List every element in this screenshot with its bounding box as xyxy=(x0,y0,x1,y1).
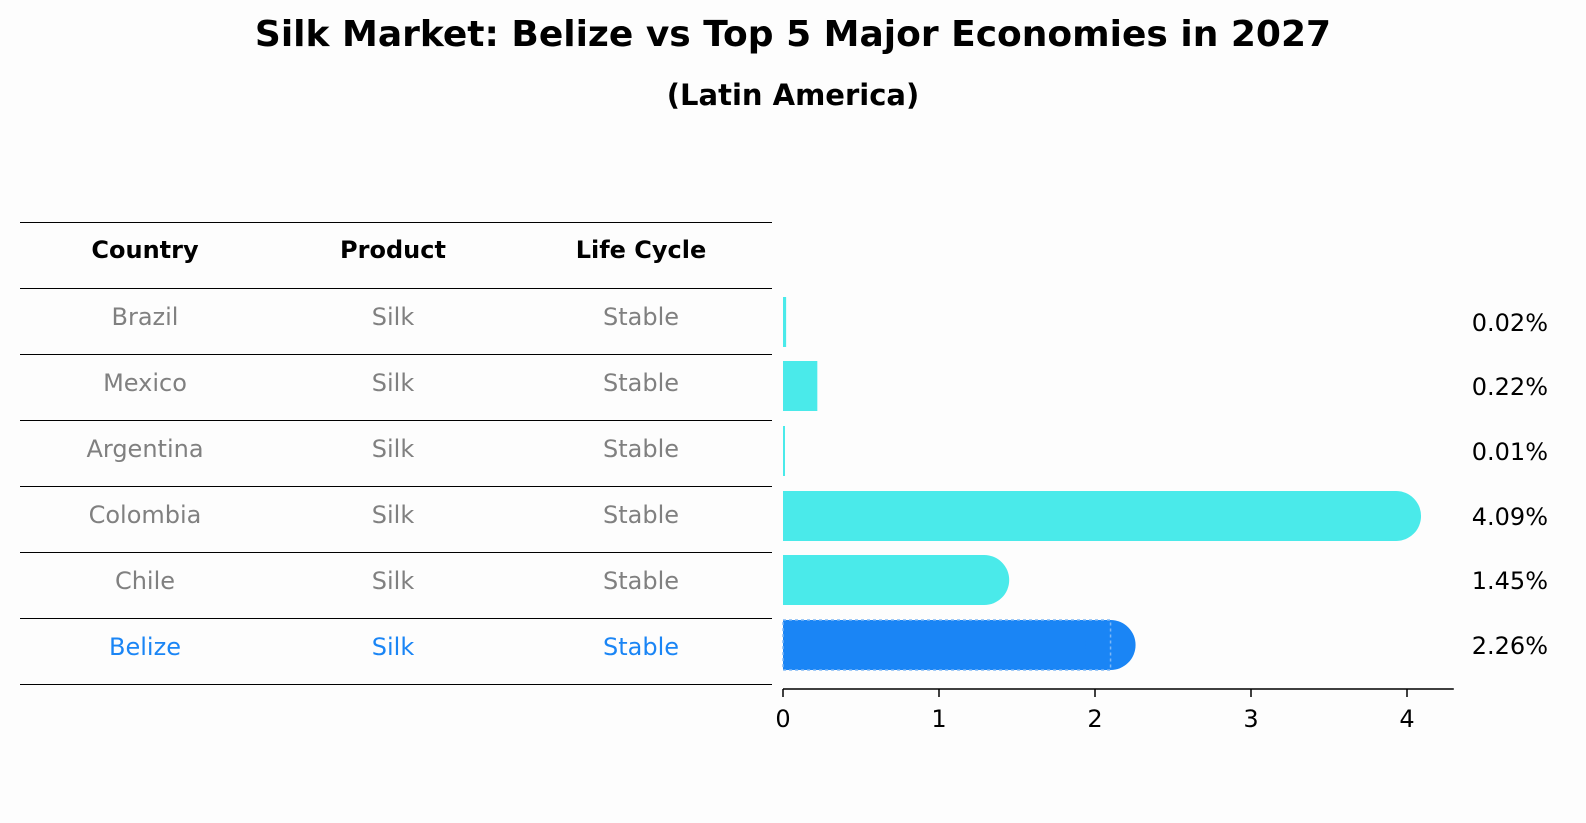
table-cell-life-cycle: Stable xyxy=(602,567,680,595)
table-cell-product: Silk xyxy=(371,369,415,397)
x-tick-label: 2 xyxy=(1087,705,1102,733)
table-cell-product: Silk xyxy=(371,501,415,529)
table-cell-product: Silk xyxy=(371,303,415,331)
table-cell-country: Mexico xyxy=(103,369,187,397)
value-label: 0.01% xyxy=(1472,438,1548,466)
table-top-rule xyxy=(20,222,772,223)
value-label: 2.26% xyxy=(1472,632,1548,660)
value-label: 1.45% xyxy=(1472,567,1548,595)
table-cell-life-cycle: Stable xyxy=(602,369,680,397)
table-header-rule xyxy=(20,288,772,289)
header-product: Product xyxy=(340,236,446,264)
table-cell-country: Belize xyxy=(109,633,181,661)
table-row-rule xyxy=(20,486,772,487)
bar-mexico xyxy=(783,361,818,411)
bar-argentina xyxy=(783,426,785,476)
table-cell-country: Colombia xyxy=(88,501,202,529)
table-row-rule xyxy=(20,552,772,553)
chart-title: Silk Market: Belize vs Top 5 Major Econo… xyxy=(254,14,1332,55)
table-cell-product: Silk xyxy=(371,435,415,463)
table-row-rule xyxy=(20,684,772,685)
table-row-rule xyxy=(20,618,772,619)
table-cell-life-cycle: Stable xyxy=(602,303,680,331)
table-row-rule xyxy=(20,354,772,355)
bar-belize xyxy=(782,619,1136,671)
table-cell-life-cycle: Stable xyxy=(602,435,680,463)
table-cell-country: Argentina xyxy=(86,435,204,463)
bar-colombia xyxy=(783,491,1422,541)
x-tick-label: 1 xyxy=(931,705,946,733)
header-life-cycle: Life Cycle xyxy=(575,236,707,264)
value-label: 0.02% xyxy=(1472,309,1548,337)
table-cell-product: Silk xyxy=(371,567,415,595)
header-country: Country xyxy=(91,236,199,264)
x-tick-label: 3 xyxy=(1243,705,1258,733)
table-row-rule xyxy=(20,420,772,421)
x-tick-label: 4 xyxy=(1399,705,1414,733)
table-cell-life-cycle: Stable xyxy=(602,633,680,661)
table-cell-life-cycle: Stable xyxy=(602,501,680,529)
table-cell-country: Chile xyxy=(114,567,176,595)
table-cell-product: Silk xyxy=(371,633,415,661)
value-label: 0.22% xyxy=(1472,373,1548,401)
table-cell-country: Brazil xyxy=(111,303,179,331)
bar-brazil xyxy=(783,297,787,347)
x-tick-label: 0 xyxy=(775,705,790,733)
bar-chile xyxy=(783,555,1010,605)
chart-subtitle: (Latin America) xyxy=(666,78,920,112)
value-label: 4.09% xyxy=(1472,503,1548,531)
